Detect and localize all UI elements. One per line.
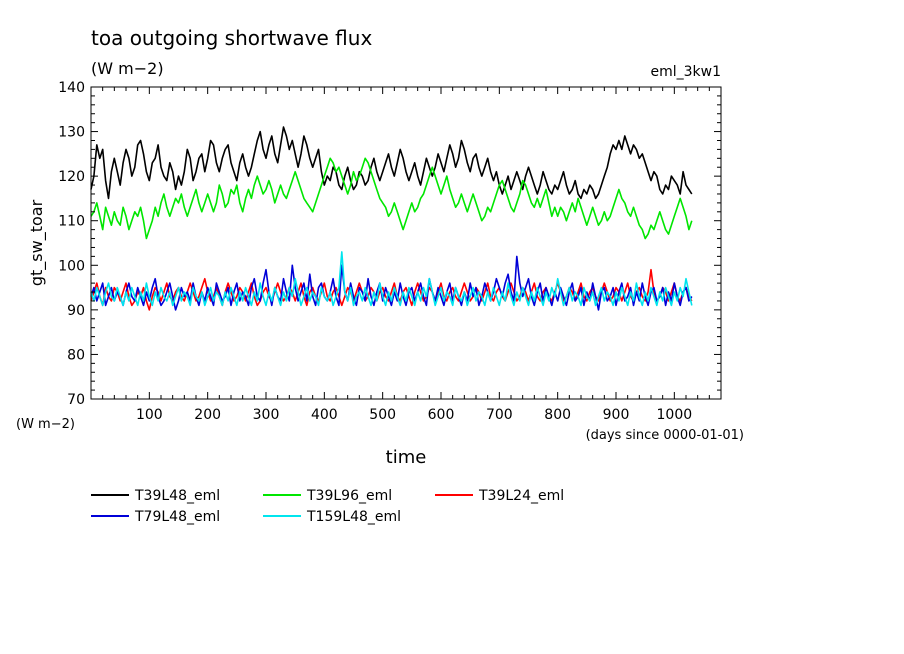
y-tick-label: 140 bbox=[58, 80, 85, 96]
x-tick-labels: 100 200 300 400 500 600 700 800 900 1000 bbox=[136, 407, 692, 423]
legend-item: T39L24_eml bbox=[435, 488, 564, 504]
y-axis-unit: (W m−2) bbox=[16, 417, 75, 432]
chart-title: toa outgoing shortwave flux bbox=[91, 26, 372, 50]
x-tick-label: 1000 bbox=[657, 407, 693, 423]
legend: T39L48_eml T39L96_eml T39L24_eml T79L48_eml… bbox=[91, 488, 564, 525]
x-tick-label: 100 bbox=[136, 407, 163, 423]
x-tick-label: 900 bbox=[603, 407, 630, 423]
y-tick-label: 120 bbox=[58, 169, 85, 185]
y-tick-label: 80 bbox=[67, 347, 85, 363]
plot-frame bbox=[90, 86, 722, 400]
x-tick-label: 500 bbox=[369, 407, 396, 423]
x-axis-label: time bbox=[386, 447, 427, 468]
x-tick-label: 400 bbox=[311, 407, 338, 423]
legend-item: T39L96_eml bbox=[263, 488, 392, 504]
y-tick-label: 90 bbox=[67, 303, 85, 319]
legend-label: T39L96_eml bbox=[306, 488, 392, 504]
legend-label: T159L48_eml bbox=[306, 509, 401, 525]
plot-lines bbox=[90, 126, 693, 311]
legend-label: T39L48_eml bbox=[134, 488, 220, 504]
legend-item: T39L48_eml bbox=[91, 488, 220, 504]
y-tick-label: 130 bbox=[58, 125, 85, 141]
legend-item: T159L48_eml bbox=[263, 509, 401, 525]
legend-label: T39L24_eml bbox=[478, 488, 564, 504]
series-line-4 bbox=[90, 255, 693, 311]
y-tick-label: 100 bbox=[58, 258, 85, 274]
legend-item: T79L48_eml bbox=[91, 509, 220, 525]
x-tick-label: 700 bbox=[486, 407, 513, 423]
x-tick-label: 600 bbox=[428, 407, 455, 423]
x-tick-label: 300 bbox=[253, 407, 280, 423]
y-tick-label: 70 bbox=[67, 392, 85, 408]
run-label: eml_3kw1 bbox=[650, 64, 721, 80]
axis-ticks bbox=[91, 86, 721, 400]
x-tick-label: 800 bbox=[544, 407, 571, 423]
x-tick-label: 200 bbox=[194, 407, 221, 423]
x-axis-unit: (days since 0000-01-01) bbox=[586, 428, 744, 443]
series-line-5 bbox=[90, 251, 693, 307]
y-axis-label: gt_sw_toar bbox=[27, 199, 47, 286]
y-tick-labels: 70 80 90 100 110 120 130 140 bbox=[58, 80, 85, 408]
chart-subtitle: (W m−2) bbox=[91, 59, 164, 78]
series-line-2 bbox=[90, 157, 693, 240]
y-tick-label: 110 bbox=[58, 214, 85, 230]
series-line-1 bbox=[90, 126, 693, 200]
legend-label: T79L48_eml bbox=[134, 509, 220, 525]
